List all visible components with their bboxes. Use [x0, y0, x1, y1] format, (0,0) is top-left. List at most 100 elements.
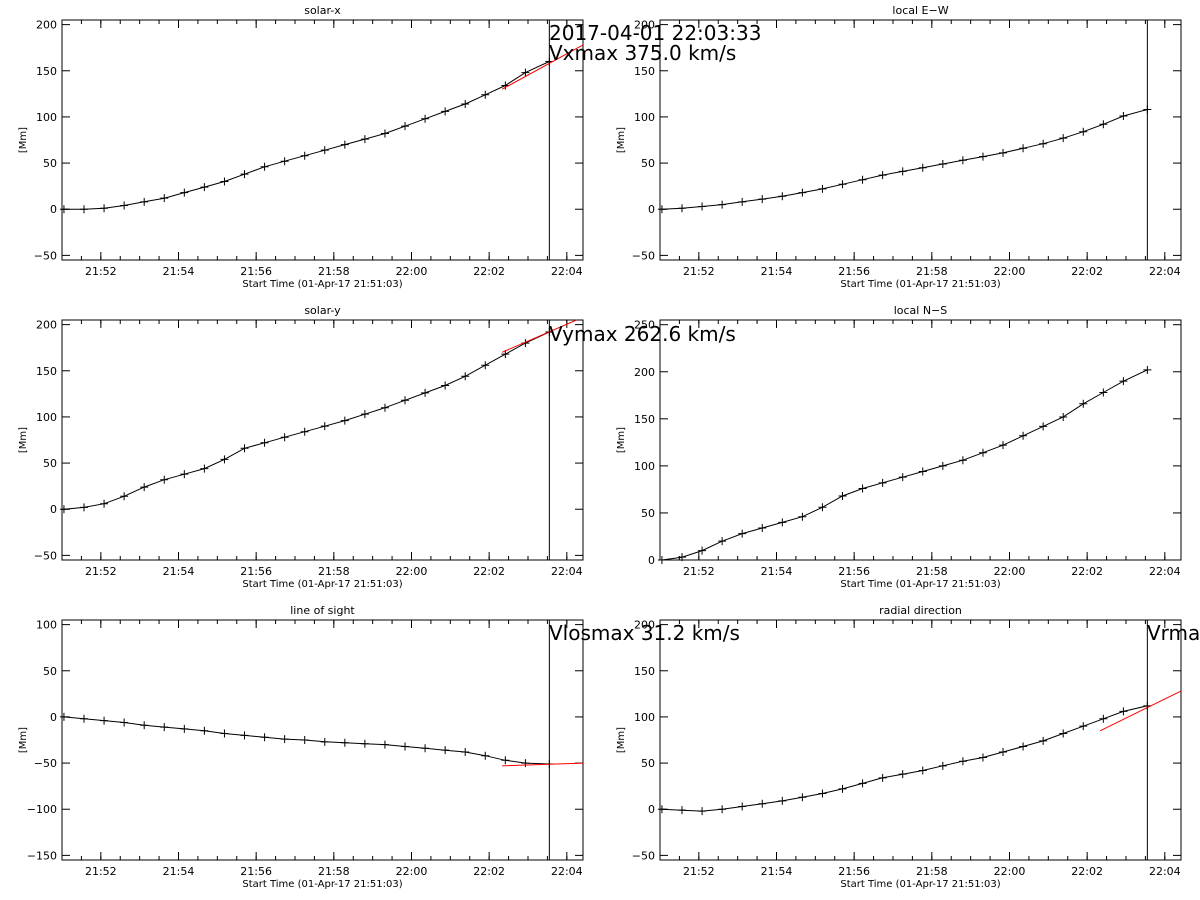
- data-point: [657, 805, 666, 814]
- data-point: [898, 770, 907, 779]
- data-point: [461, 372, 470, 381]
- y-tick-label: 0: [50, 711, 57, 724]
- data-point: [698, 546, 707, 555]
- x-tick-label: 21:58: [318, 265, 350, 278]
- data-point: [1099, 120, 1108, 129]
- data-point: [481, 751, 490, 760]
- x-tick-label: 21:52: [85, 565, 117, 578]
- data-point: [678, 806, 687, 815]
- data-point: [441, 746, 450, 755]
- panel-title: solar-x: [304, 4, 341, 17]
- data-point: [521, 68, 530, 77]
- data-point: [798, 512, 807, 521]
- data-point: [80, 714, 89, 723]
- data-point: [798, 793, 807, 802]
- x-tick-label: 21:54: [761, 865, 793, 878]
- max-velocity-annotation: Vxmax 375.0 km/s: [549, 41, 736, 65]
- series-line: [661, 369, 1148, 561]
- y-tick-label: 50: [43, 665, 57, 678]
- x-tick-label: 21:56: [838, 265, 870, 278]
- y-tick-label: 150: [634, 65, 655, 78]
- data-point: [300, 151, 309, 160]
- data-point: [120, 718, 129, 727]
- data-point: [200, 183, 209, 192]
- data-point: [100, 499, 109, 508]
- panel-title: line of sight: [290, 604, 355, 617]
- y-axis-label: [Mm]: [616, 727, 627, 753]
- y-tick-label: −50: [34, 757, 57, 770]
- data-point: [738, 802, 747, 811]
- data-point: [1119, 707, 1128, 716]
- data-point: [1079, 127, 1088, 136]
- panel-2: local E−W Start Time (01-Apr-17 21:51:03)…: [616, 4, 1182, 290]
- data-point: [1143, 365, 1152, 374]
- max-velocity-annotation: Vrma: [1147, 621, 1200, 645]
- y-tick-label: 200: [36, 319, 57, 332]
- y-tick-label: −50: [34, 549, 57, 562]
- data-point: [360, 739, 369, 748]
- y-tick-label: 0: [648, 803, 655, 816]
- data-point: [280, 157, 289, 166]
- data-point: [360, 410, 369, 419]
- data-point: [59, 505, 68, 514]
- y-tick-label: 100: [36, 619, 57, 632]
- fit-line: [502, 762, 584, 767]
- fit-line: [501, 319, 577, 353]
- panel-5: line of sight Start Time (01-Apr-17 21:51…: [18, 604, 740, 890]
- data-point: [401, 122, 410, 131]
- y-tick-label: 50: [641, 157, 655, 170]
- data-point: [160, 194, 169, 203]
- x-tick-label: 22:04: [1149, 865, 1181, 878]
- x-tick-label: 21:56: [240, 265, 272, 278]
- y-tick-label: 200: [634, 366, 655, 379]
- y-tick-label: 100: [634, 711, 655, 724]
- y-tick-label: 150: [634, 665, 655, 678]
- y-tick-label: −50: [34, 249, 57, 262]
- x-tick-label: 22:00: [396, 865, 428, 878]
- data-point: [978, 152, 987, 161]
- data-point: [481, 361, 490, 370]
- data-point: [938, 461, 947, 470]
- data-point: [999, 748, 1008, 756]
- data-point: [340, 140, 349, 149]
- data-point: [140, 483, 149, 492]
- data-point: [758, 195, 767, 204]
- data-point: [918, 467, 927, 476]
- data-point: [778, 192, 787, 201]
- data-point: [1019, 144, 1028, 153]
- x-axis-label: Start Time (01-Apr-17 21:51:03): [242, 579, 402, 590]
- data-point: [120, 492, 129, 501]
- data-point: [240, 731, 249, 740]
- data-point: [718, 537, 727, 546]
- data-point: [999, 441, 1008, 450]
- data-point: [220, 177, 229, 186]
- data-point: [59, 205, 68, 214]
- x-tick-label: 21:52: [683, 865, 715, 878]
- data-point: [521, 759, 530, 768]
- data-point: [340, 416, 349, 425]
- y-tick-label: −150: [27, 849, 57, 862]
- x-tick-label: 21:54: [163, 565, 195, 578]
- data-point: [160, 723, 169, 732]
- data-point: [1059, 134, 1068, 143]
- x-tick-label: 22:00: [396, 565, 428, 578]
- data-point: [59, 712, 68, 721]
- y-tick-label: −50: [632, 849, 655, 862]
- data-point: [160, 475, 169, 484]
- y-tick-label: 0: [50, 503, 57, 516]
- y-tick-label: 50: [641, 507, 655, 520]
- y-tick-label: 250: [634, 319, 655, 332]
- data-point: [320, 146, 329, 155]
- data-point: [1039, 139, 1048, 148]
- data-point: [461, 748, 470, 756]
- x-tick-label: 21:56: [240, 565, 272, 578]
- data-point: [140, 197, 149, 206]
- x-tick-label: 21:52: [85, 865, 117, 878]
- data-point: [978, 448, 987, 457]
- x-tick-label: 22:02: [1071, 265, 1103, 278]
- data-point: [200, 726, 209, 735]
- data-point: [501, 756, 510, 765]
- data-point: [938, 160, 947, 168]
- data-point: [441, 107, 450, 116]
